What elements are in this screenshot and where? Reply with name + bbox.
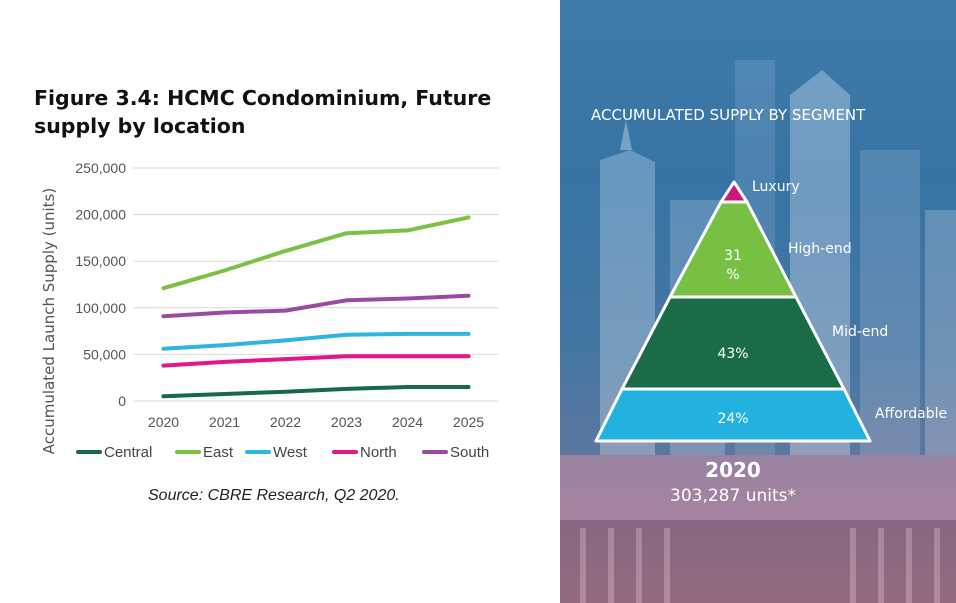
luxury-label: Luxury: [752, 179, 800, 195]
legend-label-east: East: [203, 444, 234, 461]
right-panel: ACCUMULATED SUPPLY BY SEGMENT 31 % 43% 2…: [560, 0, 956, 603]
affordable-value: 24%: [717, 411, 748, 427]
high-end-value-line2: %: [726, 267, 739, 283]
pyramid-infographic: ACCUMULATED SUPPLY BY SEGMENT 31 % 43% 2…: [560, 0, 956, 603]
units-total: 303,287 units*: [670, 486, 796, 506]
x-tick-label: 2023: [331, 414, 362, 430]
series-line-west: [161, 331, 471, 351]
series-line-east: [161, 215, 471, 291]
series-line-south: [161, 293, 471, 319]
high-end-value-line1: 31: [724, 248, 742, 264]
high-end-label: High-end: [788, 241, 852, 257]
mid-end-value: 43%: [717, 346, 748, 362]
x-tick-label: 2020: [148, 414, 179, 430]
year-label: 2020: [705, 458, 761, 482]
legend-label-central: Central: [104, 444, 152, 461]
left-panel: Figure 3.4: HCMC Condominium, Future sup…: [34, 86, 499, 504]
x-tick-label: 2024: [392, 414, 423, 430]
y-axis-label: Accumulated Launch Supply (units): [40, 188, 58, 454]
y-tick-label: 0: [118, 393, 126, 409]
line-chart: 250,000 200,000 150,000 100,000 50,000 0 2020…: [40, 160, 499, 461]
legend-label-south: South: [450, 444, 489, 461]
series-line-central: [161, 385, 471, 399]
source-note: Source: CBRE Research, Q2 2020.: [148, 487, 400, 504]
pyramid-segment-affordable: [594, 387, 872, 443]
y-tick-label: 100,000: [75, 300, 126, 316]
series-line-north: [161, 354, 471, 368]
figure-title: Figure 3.4: HCMC Condominium, Future sup…: [34, 86, 492, 138]
y-tick-label: 50,000: [83, 346, 126, 362]
pyramid: [594, 180, 872, 443]
x-tick-label: 2022: [270, 414, 301, 430]
segment-heading: ACCUMULATED SUPPLY BY SEGMENT: [591, 106, 866, 124]
y-tick-label: 150,000: [75, 253, 126, 269]
x-tick-label: 2025: [453, 414, 484, 430]
y-tick-label: 200,000: [75, 207, 126, 223]
legend-label-north: North: [360, 444, 397, 461]
y-tick-label: 250,000: [75, 160, 126, 176]
mid-end-label: Mid-end: [832, 324, 888, 340]
legend-label-west: West: [273, 444, 308, 461]
affordable-label: Affordable: [875, 406, 947, 422]
x-tick-label: 2021: [209, 414, 240, 430]
